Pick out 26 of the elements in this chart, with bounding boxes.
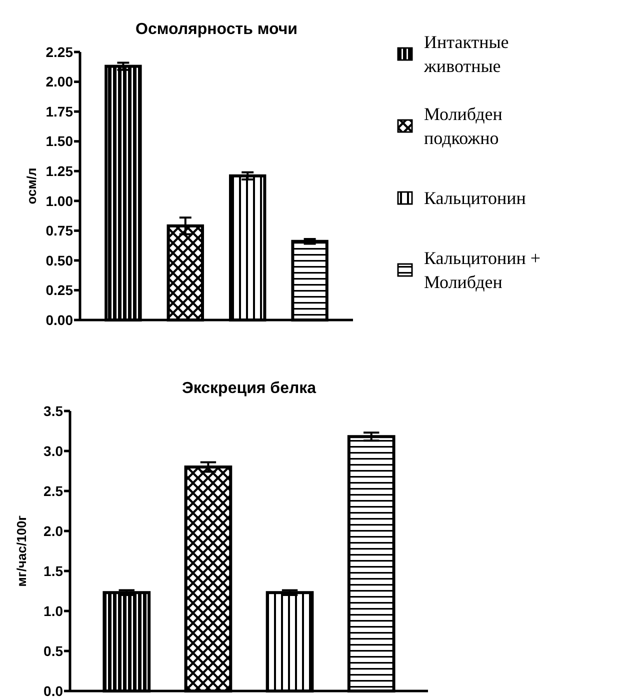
y-tick-label: 1.0 [44, 602, 64, 619]
y-tick-label: 2.00 [46, 74, 74, 90]
y-axis-title: осм/л [24, 168, 39, 204]
y-tick-label: 3.5 [44, 402, 64, 419]
y-tick-label: 2.25 [46, 44, 74, 60]
y-tick-label: 1.5 [44, 562, 64, 579]
legend-label: Интактные животные [423, 32, 509, 76]
y-tick-label: 2.5 [44, 482, 64, 499]
y-tick-label: 0.25 [46, 282, 74, 298]
legend-label: Кальцитонин [424, 188, 526, 208]
y-tick-label: 0.5 [44, 642, 64, 659]
legend-label: Молибден подкожно [424, 104, 503, 148]
chart-title: Экскреция белка [182, 380, 316, 397]
legend-label: Кальцитонин + Молибден [424, 248, 541, 292]
y-tick-label: 0.0 [44, 682, 64, 698]
y-tick-label: 0.75 [46, 222, 74, 239]
y-tick-label: 1.00 [46, 192, 74, 209]
y-tick-label: 0.00 [46, 312, 74, 328]
y-tick-label: 1.25 [46, 163, 74, 180]
y-tick-label: 2.0 [44, 522, 64, 539]
y-tick-label: 0.50 [46, 252, 74, 268]
y-tick-label: 3.0 [44, 442, 64, 459]
y-axis-title: мг/час/100г [14, 514, 29, 587]
y-tick-label: 1.50 [46, 133, 74, 150]
y-tick-label: 1.75 [46, 103, 74, 120]
chart-title: Осмолярность мочи [136, 21, 298, 38]
